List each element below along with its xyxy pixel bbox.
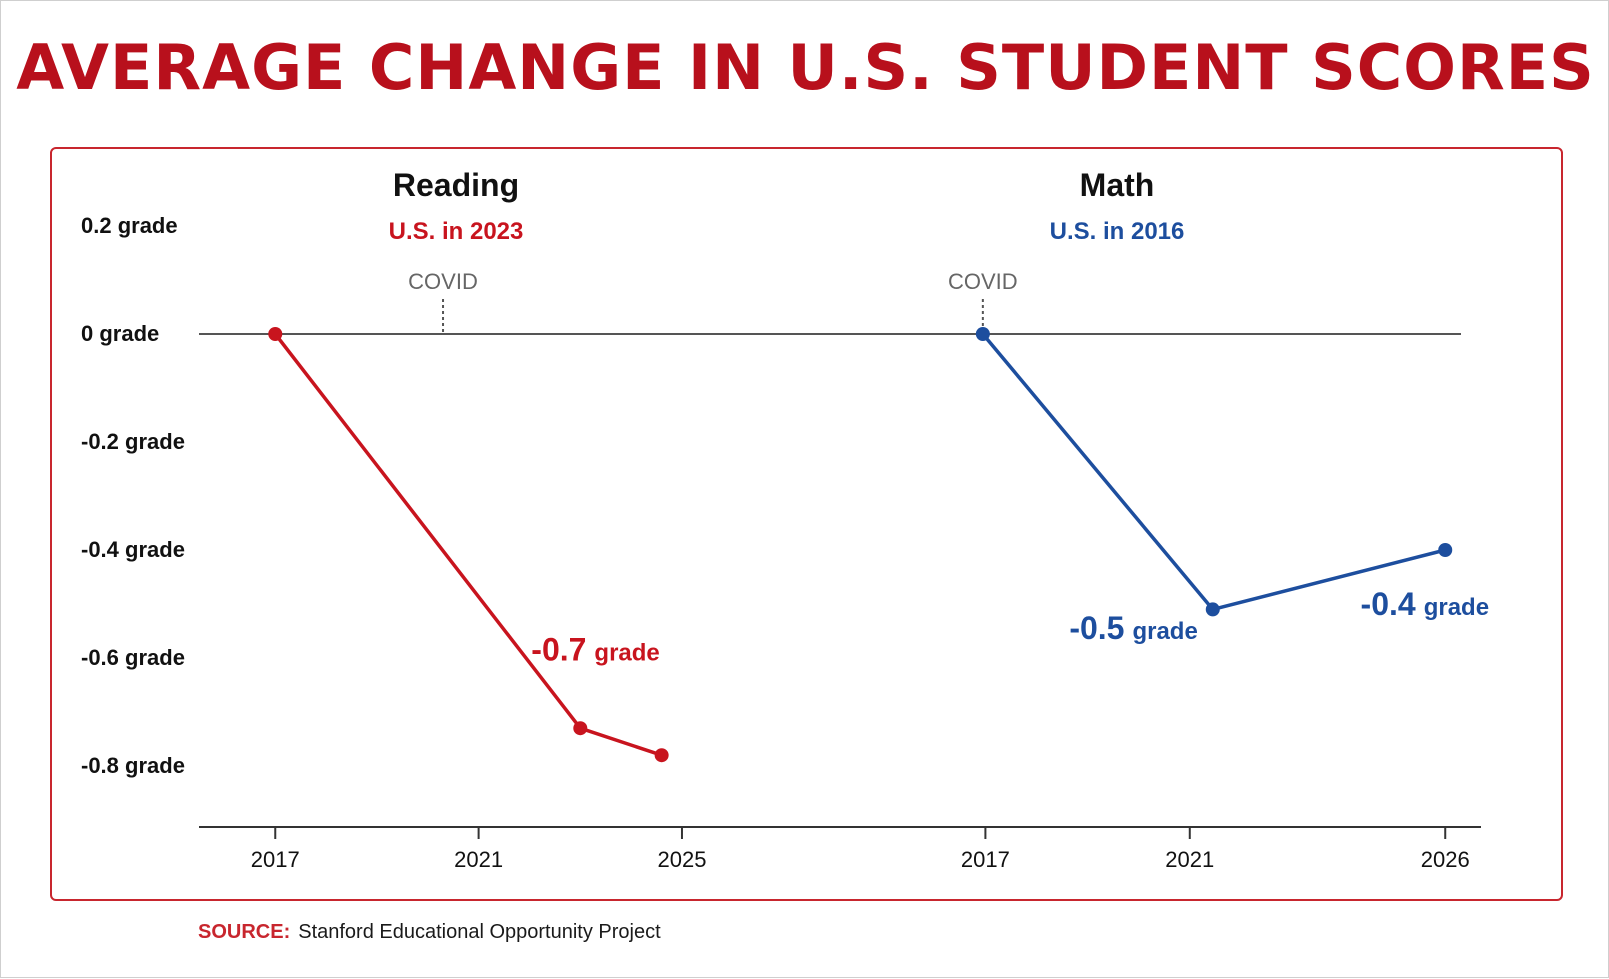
reading-value-label: -0.7 grade <box>531 632 660 668</box>
math-x-tick-label: 2017 <box>961 847 1010 872</box>
source-label: SOURCE: <box>198 921 291 943</box>
reading-x-tick-label: 2017 <box>251 847 300 872</box>
math-value-number: -0.4 <box>1361 586 1416 622</box>
reading-data-point <box>268 327 283 341</box>
math-covid-label: COVID <box>948 269 1018 294</box>
reading-x-tick-label: 2025 <box>657 847 706 872</box>
y-tick-label: -0.2 grade <box>81 429 185 454</box>
reading-panel-title: Reading <box>393 167 519 203</box>
math-data-point <box>975 327 990 341</box>
reading-data-point <box>654 748 669 763</box>
y-tick-label: 0 grade <box>81 321 159 346</box>
y-tick-label: -0.4 grade <box>81 537 185 562</box>
reading-data-point <box>573 721 588 736</box>
math-value-label: -0.5 grade <box>1069 610 1198 646</box>
reading-panel-subtitle: U.S. in 2023 <box>389 218 524 245</box>
math-panel-title: Math <box>1080 167 1155 203</box>
math-value-unit: grade <box>1132 618 1197 645</box>
math-panel-subtitle: U.S. in 2016 <box>1050 218 1185 245</box>
reading-value-unit: grade <box>594 640 659 667</box>
math-series-line <box>981 332 1446 612</box>
page-title: AVERAGE CHANGE IN U.S. STUDENT SCORES <box>16 31 1595 104</box>
reading-covid-label: COVID <box>408 269 478 294</box>
math-value-number: -0.5 <box>1069 610 1124 646</box>
math-x-tick-label: 2026 <box>1421 847 1470 872</box>
math-data-point <box>1205 602 1220 617</box>
source-text: Stanford Educational Opportunity Project <box>298 921 661 943</box>
chart-frame <box>50 147 1563 901</box>
math-value-label: -0.4 grade <box>1361 586 1490 622</box>
reading-x-tick-label: 2021 <box>454 847 503 872</box>
reading-value-number: -0.7 <box>531 632 586 668</box>
math-data-point <box>1438 543 1453 557</box>
math-x-tick-label: 2021 <box>1165 847 1214 872</box>
source-note: SOURCE: Stanford Educational Opportunity … <box>198 921 661 944</box>
reading-series-line <box>273 332 663 757</box>
y-tick-label: -0.8 grade <box>81 753 185 778</box>
y-tick-label: 0.2 grade <box>81 213 178 238</box>
math-value-unit: grade <box>1424 594 1489 621</box>
y-tick-label: -0.6 grade <box>81 645 185 670</box>
